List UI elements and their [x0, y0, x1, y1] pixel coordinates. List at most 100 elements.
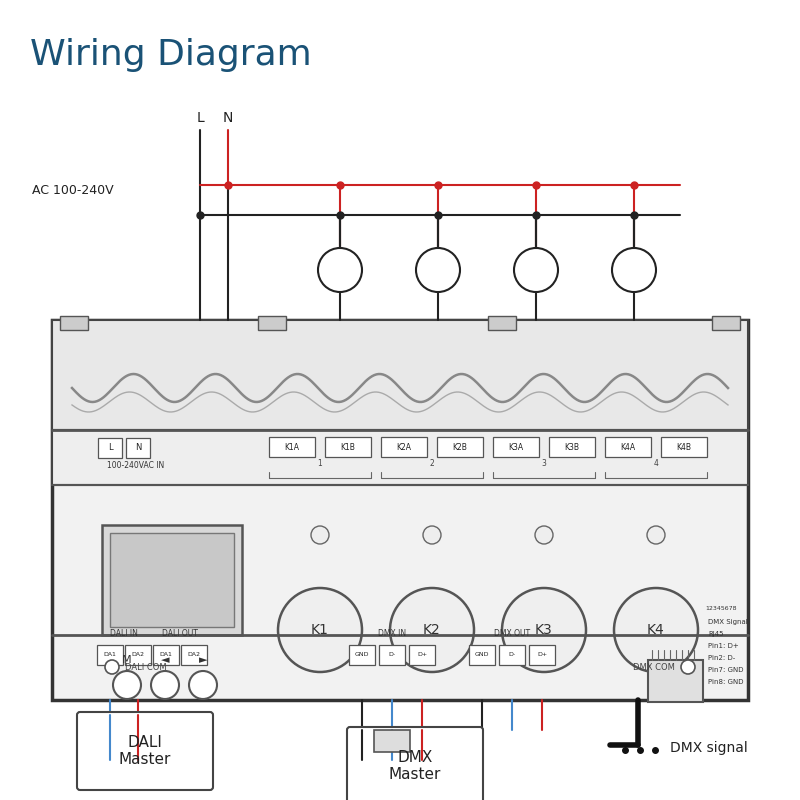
Text: DMX signal: DMX signal [670, 741, 748, 755]
Bar [437, 437, 483, 457]
Text: DALI IN: DALI IN [110, 629, 138, 638]
Text: K1A: K1A [285, 442, 299, 451]
Bar [97, 645, 123, 665]
Text: 12345678: 12345678 [705, 606, 737, 610]
Text: K3A: K3A [509, 442, 523, 451]
Bar [325, 437, 371, 457]
Text: L: L [196, 111, 204, 125]
Text: M: M [122, 655, 132, 665]
Text: AC 100-240V: AC 100-240V [32, 183, 114, 197]
Text: K3: K3 [535, 623, 553, 637]
Text: 1: 1 [318, 458, 322, 467]
Text: DA1: DA1 [103, 653, 117, 658]
Bar [469, 645, 495, 665]
Text: 2: 2 [430, 458, 434, 467]
Text: D+: D+ [537, 653, 547, 658]
Text: DMX OUT: DMX OUT [494, 629, 530, 638]
Text: DMX IN: DMX IN [378, 629, 406, 638]
Bar [258, 316, 286, 330]
Circle shape [278, 588, 362, 672]
Text: D+: D+ [417, 653, 427, 658]
Text: K1: K1 [311, 623, 329, 637]
Circle shape [189, 671, 217, 699]
Circle shape [514, 248, 558, 292]
Text: DA2: DA2 [131, 653, 145, 658]
Text: Wiring Diagram: Wiring Diagram [30, 38, 312, 72]
Text: K1B: K1B [341, 442, 355, 451]
Text: DALI
Master: DALI Master [119, 734, 171, 767]
Text: K2: K2 [423, 623, 441, 637]
Circle shape [318, 248, 362, 292]
Bar [52, 320, 748, 430]
Text: Pin8: GND: Pin8: GND [708, 679, 743, 685]
Text: GND: GND [354, 653, 370, 658]
Text: K2B: K2B [453, 442, 467, 451]
Text: Pin2: D-: Pin2: D- [708, 655, 735, 661]
Text: GND: GND [474, 653, 490, 658]
Bar [110, 533, 234, 627]
Bar [605, 437, 651, 457]
Bar [549, 437, 595, 457]
Bar [529, 645, 555, 665]
Circle shape [151, 671, 179, 699]
Bar [102, 525, 242, 635]
Circle shape [502, 588, 586, 672]
Text: D-: D- [509, 653, 515, 658]
Text: K2A: K2A [397, 442, 411, 451]
Bar [499, 645, 525, 665]
Text: D-: D- [389, 653, 395, 658]
Circle shape [390, 588, 474, 672]
Text: K4B: K4B [677, 442, 691, 451]
Circle shape [614, 588, 698, 672]
Bar [52, 320, 748, 700]
Circle shape [647, 526, 665, 544]
Bar [98, 438, 122, 458]
Circle shape [423, 526, 441, 544]
Circle shape [612, 248, 656, 292]
Bar [493, 437, 539, 457]
Bar [181, 645, 207, 665]
Text: K4A: K4A [621, 442, 635, 451]
Text: ◄: ◄ [161, 655, 170, 665]
Text: L: L [108, 443, 112, 453]
Bar [52, 430, 748, 485]
Text: Pin7: GND: Pin7: GND [708, 667, 743, 673]
Circle shape [681, 660, 695, 674]
Text: DALI OUT: DALI OUT [162, 629, 198, 638]
Text: DMX
Master: DMX Master [389, 750, 441, 782]
Bar [153, 645, 179, 665]
Text: 4: 4 [654, 458, 658, 467]
Circle shape [105, 660, 119, 674]
Text: 3: 3 [542, 458, 546, 467]
Bar [60, 316, 88, 330]
FancyBboxPatch shape [347, 727, 483, 800]
Bar [381, 437, 427, 457]
Bar [712, 316, 740, 330]
Text: DA1: DA1 [159, 653, 173, 658]
Circle shape [535, 526, 553, 544]
Bar [269, 437, 315, 457]
Bar [125, 645, 151, 665]
Text: K4: K4 [647, 623, 665, 637]
Circle shape [416, 248, 460, 292]
Text: Pin1: D+: Pin1: D+ [708, 643, 738, 649]
Bar [488, 316, 516, 330]
Text: DALI COM: DALI COM [125, 662, 166, 671]
Text: DMX COM: DMX COM [633, 662, 675, 671]
Bar [379, 645, 405, 665]
Text: K3B: K3B [565, 442, 579, 451]
Text: ►: ► [198, 655, 207, 665]
Circle shape [113, 671, 141, 699]
Bar [349, 645, 375, 665]
Text: N: N [135, 443, 141, 453]
Bar [374, 730, 410, 752]
Text: DA2: DA2 [187, 653, 201, 658]
Text: 100-240VAC IN: 100-240VAC IN [107, 462, 164, 470]
Text: N: N [223, 111, 233, 125]
Bar [409, 645, 435, 665]
Text: DMX Signal: DMX Signal [708, 619, 748, 625]
Circle shape [311, 526, 329, 544]
Bar [126, 438, 150, 458]
Text: RJ45: RJ45 [708, 631, 723, 637]
FancyBboxPatch shape [77, 712, 213, 790]
